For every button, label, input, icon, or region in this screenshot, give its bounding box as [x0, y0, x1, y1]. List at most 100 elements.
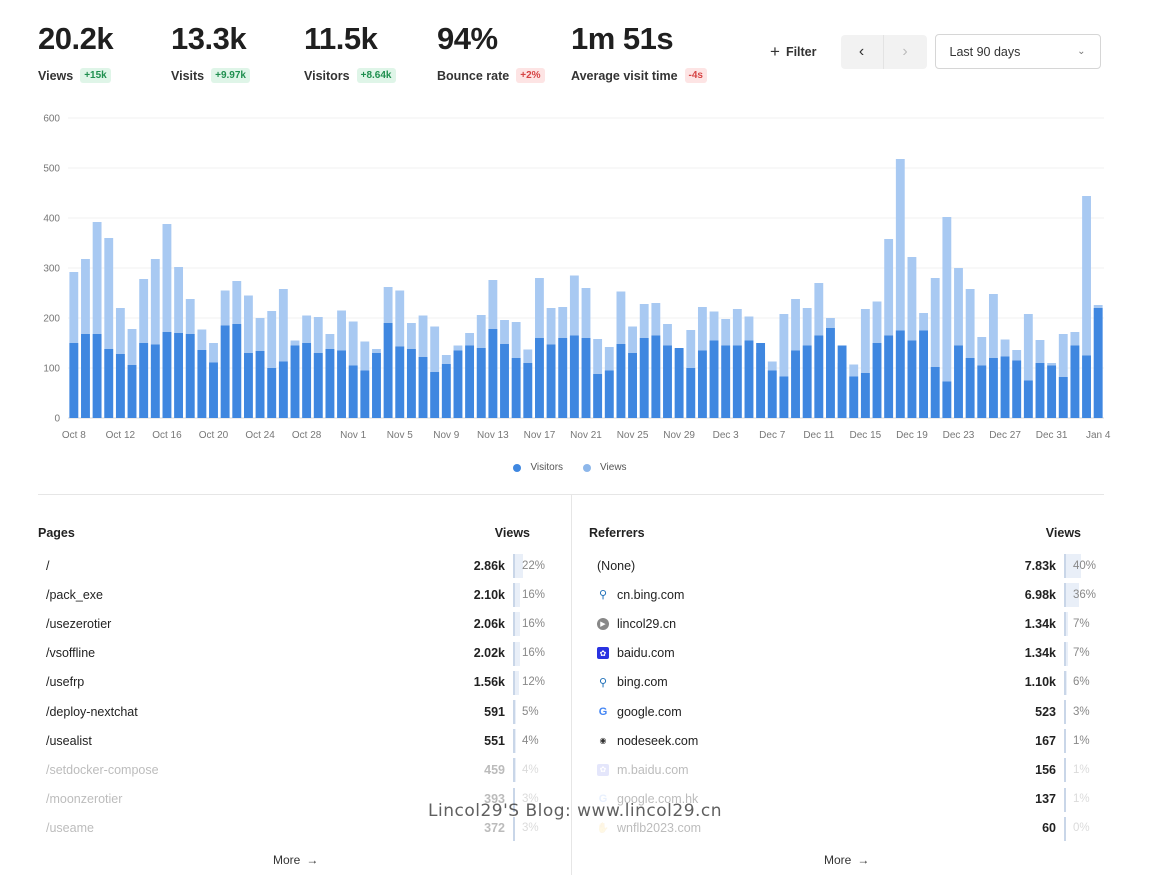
bar-visitors[interactable]: [709, 340, 719, 419]
bar-visitors[interactable]: [639, 338, 649, 418]
bar-visitors[interactable]: [593, 374, 603, 418]
bar-visitors[interactable]: [1000, 356, 1010, 419]
bar-visitors[interactable]: [581, 338, 591, 418]
bar-visitors[interactable]: [81, 334, 90, 418]
table-row[interactable]: ◉ nodeseek.com 167 1%: [589, 726, 1101, 755]
bar-visitors[interactable]: [837, 345, 847, 419]
bar-visitors[interactable]: [523, 363, 533, 418]
bar-visitors[interactable]: [500, 344, 509, 418]
bar-visitors[interactable]: [628, 353, 637, 418]
bar-visitors[interactable]: [954, 345, 963, 419]
bar-visitors[interactable]: [220, 325, 230, 419]
next-period-button[interactable]: ›: [883, 34, 927, 69]
bar-visitors[interactable]: [569, 335, 579, 419]
bar-visitors[interactable]: [663, 345, 672, 419]
bar-visitors[interactable]: [302, 343, 312, 418]
bar-visitors[interactable]: [814, 335, 824, 419]
bar-visitors[interactable]: [1012, 360, 1022, 419]
bar-visitors[interactable]: [267, 368, 277, 418]
bar-visitors[interactable]: [1070, 345, 1080, 419]
bar-visitors[interactable]: [313, 353, 323, 418]
bar-visitors[interactable]: [721, 345, 731, 419]
bar-visitors[interactable]: [535, 338, 544, 418]
bar-visitors[interactable]: [756, 343, 766, 418]
bar-visitors[interactable]: [860, 373, 870, 418]
bar-visitors[interactable]: [348, 365, 358, 419]
bar-visitors[interactable]: [278, 361, 288, 419]
metric-bounce-rate[interactable]: 94% Bounce rate +2%: [437, 20, 571, 83]
bar-visitors[interactable]: [604, 370, 614, 419]
bar-views[interactable]: [150, 259, 160, 418]
bar-visitors[interactable]: [732, 345, 742, 419]
bar-views[interactable]: [895, 159, 905, 418]
referrers-more-link[interactable]: More →: [824, 853, 869, 867]
table-row[interactable]: /vsoffline 2.02k 16%: [38, 639, 550, 668]
bar-visitors[interactable]: [965, 358, 975, 418]
table-row[interactable]: ✋ wnflb2023.com 60 0%: [589, 814, 1101, 843]
bar-visitors[interactable]: [383, 323, 393, 418]
bar-visitors[interactable]: [616, 344, 626, 418]
bar-visitors[interactable]: [406, 349, 416, 418]
metric-views[interactable]: 20.2k Views +15k: [38, 20, 171, 83]
table-row[interactable]: /deploy-nextchat 591 5%: [38, 697, 550, 726]
legend-item-visitors[interactable]: Visitors: [513, 462, 563, 473]
bar-views[interactable]: [884, 239, 894, 418]
table-row[interactable]: ✿ baidu.com 1.34k 7%: [589, 639, 1101, 668]
bar-visitors[interactable]: [441, 364, 451, 418]
bar-visitors[interactable]: [115, 354, 125, 418]
bar-visitors[interactable]: [697, 350, 707, 419]
bar-visitors[interactable]: [546, 344, 556, 419]
table-row[interactable]: ✿ m.baidu.com 156 1%: [589, 755, 1101, 784]
bar-visitors[interactable]: [802, 345, 812, 419]
bar-views[interactable]: [1023, 314, 1033, 418]
bar-visitors[interactable]: [907, 340, 917, 419]
bar-visitors[interactable]: [1023, 380, 1033, 419]
bar-visitors[interactable]: [453, 350, 463, 419]
bar-visitors[interactable]: [919, 330, 928, 419]
bar-visitors[interactable]: [139, 343, 149, 418]
bar-visitors[interactable]: [244, 353, 253, 418]
legend-item-views[interactable]: Views: [583, 462, 627, 473]
bar-views[interactable]: [988, 294, 998, 418]
bar-visitors[interactable]: [69, 343, 79, 418]
bar-visitors[interactable]: [1058, 377, 1068, 418]
bar-visitors[interactable]: [1035, 363, 1045, 418]
bar-visitors[interactable]: [255, 351, 265, 418]
table-row[interactable]: /moonzerotier 393 3%: [38, 785, 550, 814]
bar-visitors[interactable]: [791, 350, 800, 419]
bar-visitors[interactable]: [325, 349, 335, 418]
bar-views[interactable]: [954, 268, 963, 418]
bar-visitors[interactable]: [360, 370, 370, 419]
table-row[interactable]: /pack_exe 2.10k 16%: [38, 580, 550, 609]
bar-visitors[interactable]: [895, 330, 905, 419]
bar-visitors[interactable]: [430, 372, 440, 418]
table-row[interactable]: ⚲ cn.bing.com 6.98k 36%: [589, 580, 1101, 609]
table-row[interactable]: /setdocker-compose 459 4%: [38, 755, 550, 784]
bar-views[interactable]: [92, 222, 102, 418]
bar-visitors[interactable]: [872, 343, 882, 418]
bar-views[interactable]: [104, 238, 114, 418]
bar-visitors[interactable]: [511, 358, 521, 418]
bar-visitors[interactable]: [232, 324, 242, 418]
metric-visits[interactable]: 13.3k Visits +9.97k: [171, 20, 304, 83]
bar-visitors[interactable]: [1093, 308, 1103, 418]
bar-views[interactable]: [267, 311, 277, 418]
bar-visitors[interactable]: [651, 335, 661, 419]
bar-visitors[interactable]: [162, 332, 172, 418]
bar-visitors[interactable]: [988, 358, 998, 418]
bar-views[interactable]: [942, 217, 952, 418]
previous-period-button[interactable]: ‹: [840, 34, 884, 69]
metric-average-visit-time[interactable]: 1m 51s Average visit time -4s: [571, 20, 731, 83]
bar-visitors[interactable]: [942, 381, 952, 419]
bar-visitors[interactable]: [372, 353, 381, 418]
bar-visitors[interactable]: [674, 348, 684, 418]
bar-visitors[interactable]: [174, 333, 184, 418]
pages-more-link[interactable]: More →: [273, 853, 318, 867]
bar-visitors[interactable]: [558, 338, 568, 418]
bar-views[interactable]: [860, 309, 870, 418]
bar-visitors[interactable]: [418, 357, 428, 418]
table-row[interactable]: (None) 7.83k 40%: [589, 551, 1101, 580]
bar-visitors[interactable]: [686, 368, 696, 418]
bar-visitors[interactable]: [209, 362, 218, 419]
